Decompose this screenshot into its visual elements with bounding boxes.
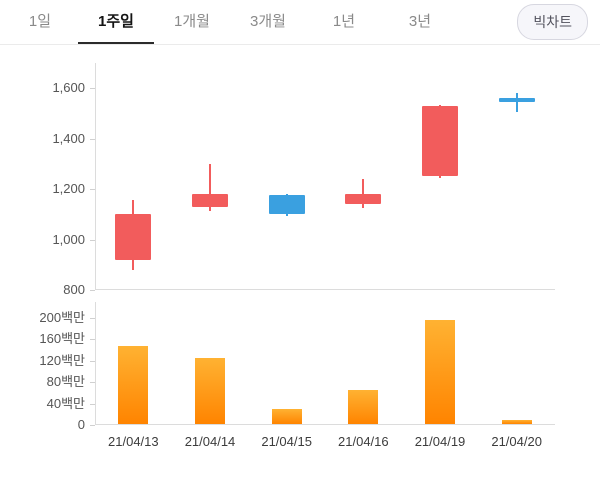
- candle-wick: [515, 93, 518, 113]
- big-chart-button[interactable]: 빅차트: [517, 4, 588, 40]
- volume-plot: [95, 302, 555, 425]
- price-ytick-mark: [90, 139, 95, 140]
- price-ytick-label: 1,000: [52, 231, 85, 247]
- candle-body: [345, 194, 382, 205]
- x-date-label: 21/04/20: [491, 434, 542, 449]
- volume-ytick-mark: [90, 339, 95, 340]
- price-plot: [95, 63, 555, 290]
- price-ytick-label: 800: [63, 282, 85, 297]
- tab-1개월[interactable]: 1개월: [154, 0, 230, 44]
- tab-1일[interactable]: 1일: [2, 0, 78, 44]
- tab-3개월[interactable]: 3개월: [230, 0, 306, 44]
- candle-body: [192, 194, 228, 207]
- volume-ytick-mark: [90, 404, 95, 405]
- period-tabs: 1일 1주일 1개월 3개월 1년 3년 빅차트: [0, 0, 600, 45]
- volume-bar: [195, 357, 225, 424]
- price-ytick-mark: [90, 290, 95, 291]
- x-date-label: 21/04/13: [108, 434, 159, 449]
- volume-ytick-label: 120백만: [39, 352, 85, 368]
- volume-ytick-label: 200백만: [39, 310, 85, 326]
- price-ytick-mark: [90, 189, 95, 190]
- x-date-label: 21/04/14: [184, 434, 236, 449]
- volume-ytick-mark: [90, 382, 95, 383]
- x-date-label: 21/04/19: [414, 434, 466, 449]
- x-date-label: 21/04/16: [338, 434, 389, 449]
- tab-1년[interactable]: 1년: [306, 0, 382, 44]
- volume-ytick-mark: [90, 318, 95, 319]
- volume-ytick-label: 0: [77, 417, 85, 432]
- price-ytick-label: 1,400: [52, 130, 85, 146]
- candle-body: [115, 214, 152, 260]
- x-date-label: 21/04/15: [261, 434, 312, 449]
- price-ytick-mark: [90, 88, 95, 89]
- volume-bar: [118, 345, 149, 424]
- price-ytick-mark: [90, 240, 95, 241]
- volume-bar: [271, 408, 302, 424]
- candle-body: [268, 195, 305, 215]
- tab-3년[interactable]: 3년: [382, 0, 458, 44]
- price-ytick-label: 1,600: [52, 80, 85, 96]
- tab-1주일[interactable]: 1주일: [78, 0, 154, 44]
- volume-bar: [425, 319, 455, 424]
- volume-ytick-label: 160백만: [39, 331, 85, 347]
- chart-area: 800 1,000 1,200 1,400 1,600 0 40백만 80백만 120백만 160…: [0, 45, 600, 487]
- candle-body: [422, 105, 458, 177]
- volume-ytick-mark: [90, 361, 95, 362]
- candle-wick: [362, 179, 365, 209]
- volume-ytick-mark: [90, 425, 95, 426]
- candle-wick: [209, 163, 211, 211]
- volume-bar: [501, 419, 532, 424]
- volume-ytick-label: 80백만: [46, 374, 85, 390]
- volume-ytick-label: 40백만: [46, 395, 85, 411]
- volume-bar: [348, 390, 379, 424]
- price-ytick-label: 1,200: [52, 181, 85, 197]
- candle-body: [498, 98, 535, 103]
